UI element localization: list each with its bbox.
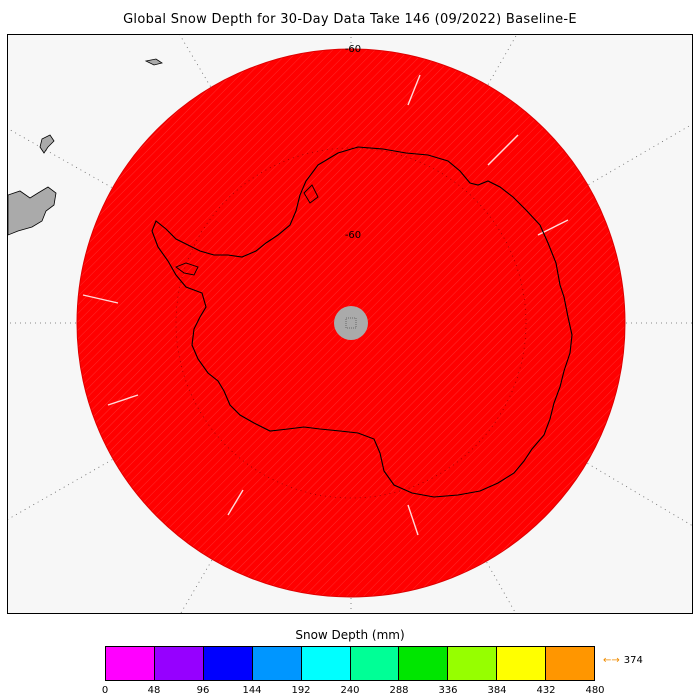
colorbar-segment <box>349 647 399 680</box>
colorbar-segment <box>202 647 252 680</box>
colorbar-tick-label: 480 <box>585 685 605 696</box>
max-value: 374 <box>623 655 643 666</box>
colorbar <box>105 646 595 681</box>
colorbar-tick-label: 48 <box>147 685 161 696</box>
lat-label-outer: -60 <box>345 44 361 55</box>
polar-map: -60 -60 <box>8 35 692 613</box>
colorbar-tick-label: 432 <box>536 685 556 696</box>
colorbar-segment <box>447 647 497 680</box>
colorbar-tick-label: 144 <box>242 685 262 696</box>
max-arrow-icon: ←→ <box>603 655 620 666</box>
colorbar-segment <box>545 647 595 680</box>
colorbar-ticks: 0 48 96 144 192 240 288 336 384 432 480 <box>101 685 605 699</box>
colorbar-segment <box>106 647 154 680</box>
colorbar-tick-label: 336 <box>438 685 458 696</box>
colorbar-tick-label: 192 <box>291 685 311 696</box>
colorbar-tick-label: 0 <box>101 685 109 696</box>
max-value-indicator: ←→ 374 <box>603 655 643 666</box>
lat-label-inner: -60 <box>345 230 361 241</box>
ice-shelf-line <box>303 184 319 204</box>
south-america-landmass <box>8 58 163 236</box>
colorbar-segment <box>300 647 350 680</box>
colorbar-tick-label: 288 <box>389 685 409 696</box>
ice-shelf-line <box>175 262 199 276</box>
pole-no-data <box>334 306 368 340</box>
colorbar-segment <box>251 647 301 680</box>
map-title: Global Snow Depth for 30-Day Data Take 1… <box>123 12 577 27</box>
antarctica-coastline <box>151 146 573 498</box>
colorbar-tick-label: 96 <box>196 685 210 696</box>
graticule-parallel <box>175 147 527 499</box>
colorbar-segment <box>153 647 203 680</box>
map-panel: -60 -60 <box>7 34 693 614</box>
legend-title: Snow Depth (mm) <box>295 628 405 642</box>
colorbar-segment <box>398 647 448 680</box>
colorbar-tick-label: 240 <box>340 685 360 696</box>
colorbar-segment <box>496 647 546 680</box>
colorbar-tick-label: 384 <box>487 685 507 696</box>
